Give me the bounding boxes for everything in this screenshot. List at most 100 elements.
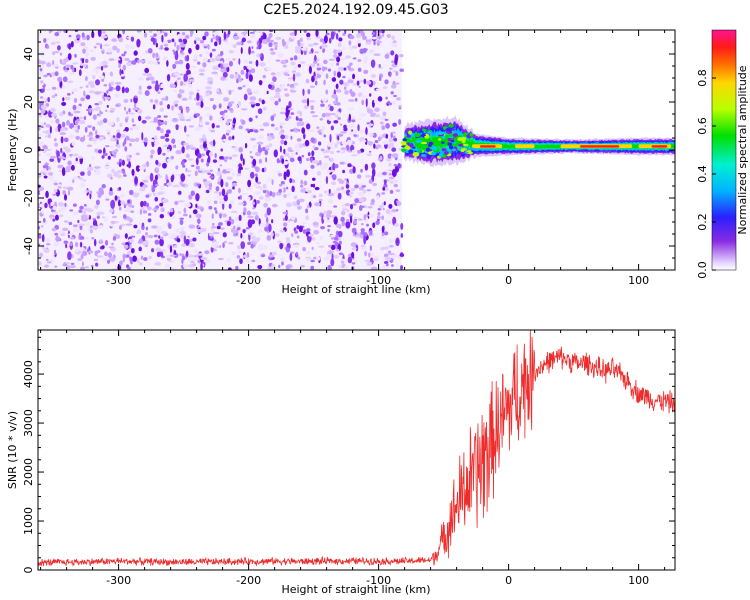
noise-speckle: [384, 79, 389, 85]
noise-speckle: [58, 127, 66, 132]
noise-speckle: [206, 51, 211, 55]
noise-speckle: [356, 80, 360, 86]
noise-speckle: [72, 104, 77, 111]
noise-speckle: [344, 203, 351, 207]
signal-speckle: [421, 141, 428, 145]
noise-speckle: [121, 86, 125, 94]
noise-speckle: [58, 214, 64, 218]
noise-speckle: [92, 126, 96, 131]
noise-speckle: [335, 96, 338, 103]
noise-speckle: [238, 33, 245, 38]
noise-speckle: [211, 71, 218, 75]
noise-speckle: [310, 265, 315, 270]
noise-speckle: [50, 120, 55, 124]
noise-speckle: [100, 65, 104, 71]
noise-speckle: [242, 229, 246, 234]
noise-speckle: [317, 245, 325, 248]
noise-speckle: [324, 155, 330, 159]
noise-speckle: [289, 157, 295, 163]
noise-speckle: [295, 72, 301, 77]
noise-speckle: [376, 195, 380, 200]
noise-speckle: [327, 68, 332, 72]
noise-speckle: [337, 135, 340, 141]
noise-speckle: [227, 267, 232, 270]
noise-speckle: [188, 91, 194, 96]
colorbar-label: Normalized spectral amplitude: [736, 65, 749, 234]
noise-speckle: [348, 46, 353, 52]
snr-line: [38, 330, 675, 567]
noise-speckle: [399, 53, 404, 58]
noise-speckle: [97, 149, 103, 154]
signal-speckle: [466, 150, 472, 153]
noise-speckle: [191, 164, 195, 167]
noise-speckle: [202, 44, 209, 47]
noise-speckle: [250, 243, 254, 249]
noise-speckle: [364, 56, 369, 61]
noise-speckle: [192, 58, 198, 62]
noise-speckle: [101, 60, 108, 66]
noise-speckle: [98, 138, 104, 141]
noise-speckle: [374, 139, 379, 144]
noise-speckle: [94, 148, 99, 153]
noise-speckle: [68, 43, 72, 50]
y-tick-label: -40: [22, 237, 35, 255]
noise-speckle: [78, 116, 85, 120]
noise-speckle: [279, 111, 286, 115]
noise-speckle: [325, 220, 331, 223]
noise-speckle: [341, 186, 344, 190]
noise-speckle: [83, 64, 87, 68]
noise-speckle: [283, 148, 286, 154]
noise-speckle: [75, 129, 79, 133]
noise-speckle: [323, 79, 326, 86]
noise-speckle: [96, 215, 100, 219]
noise-speckle: [59, 132, 67, 136]
noise-speckle: [303, 104, 309, 110]
noise-speckle: [123, 209, 130, 213]
noise-speckle: [119, 133, 126, 138]
noise-speckle: [205, 180, 211, 184]
noise-speckle: [59, 52, 63, 56]
noise-speckle: [125, 135, 130, 141]
signal-speckle: [404, 145, 411, 150]
noise-speckle: [232, 230, 239, 234]
noise-speckle: [149, 98, 154, 103]
noise-speckle: [399, 68, 405, 73]
noise-speckle: [159, 31, 163, 34]
noise-speckle: [153, 234, 158, 238]
noise-speckle: [368, 93, 372, 97]
noise-speckle: [153, 135, 158, 140]
noise-speckle: [98, 100, 103, 105]
noise-speckle: [301, 127, 306, 134]
noise-speckle: [352, 203, 357, 206]
noise-speckle: [54, 214, 59, 221]
noise-speckle: [306, 205, 310, 209]
noise-speckle: [368, 39, 372, 43]
signal-speckle: [419, 137, 423, 141]
noise-speckle: [352, 57, 357, 60]
noise-speckle: [400, 222, 404, 230]
noise-speckle: [382, 171, 387, 176]
noise-speckle: [138, 246, 143, 252]
noise-speckle: [130, 36, 135, 42]
signal-speckle: [415, 139, 423, 143]
noise-speckle: [119, 194, 126, 198]
signal-speckle: [446, 130, 453, 134]
noise-speckle: [333, 54, 338, 58]
noise-speckle: [60, 233, 66, 237]
noise-speckle: [77, 125, 80, 130]
noise-speckle: [363, 78, 367, 85]
y-tick-label: 1000: [22, 507, 35, 535]
noise-speckle: [365, 80, 372, 85]
noise-speckle: [389, 67, 393, 70]
noise-speckle: [274, 44, 279, 48]
noise-speckle: [265, 193, 271, 198]
noise-speckle: [66, 119, 71, 126]
noise-speckle: [215, 74, 219, 77]
noise-speckle: [159, 238, 164, 247]
noise-speckle: [223, 31, 227, 40]
noise-speckle: [70, 236, 75, 240]
noise-speckle: [95, 66, 102, 70]
noise-speckle: [183, 73, 188, 83]
noise-speckle: [320, 165, 328, 170]
noise-speckle: [329, 133, 332, 143]
